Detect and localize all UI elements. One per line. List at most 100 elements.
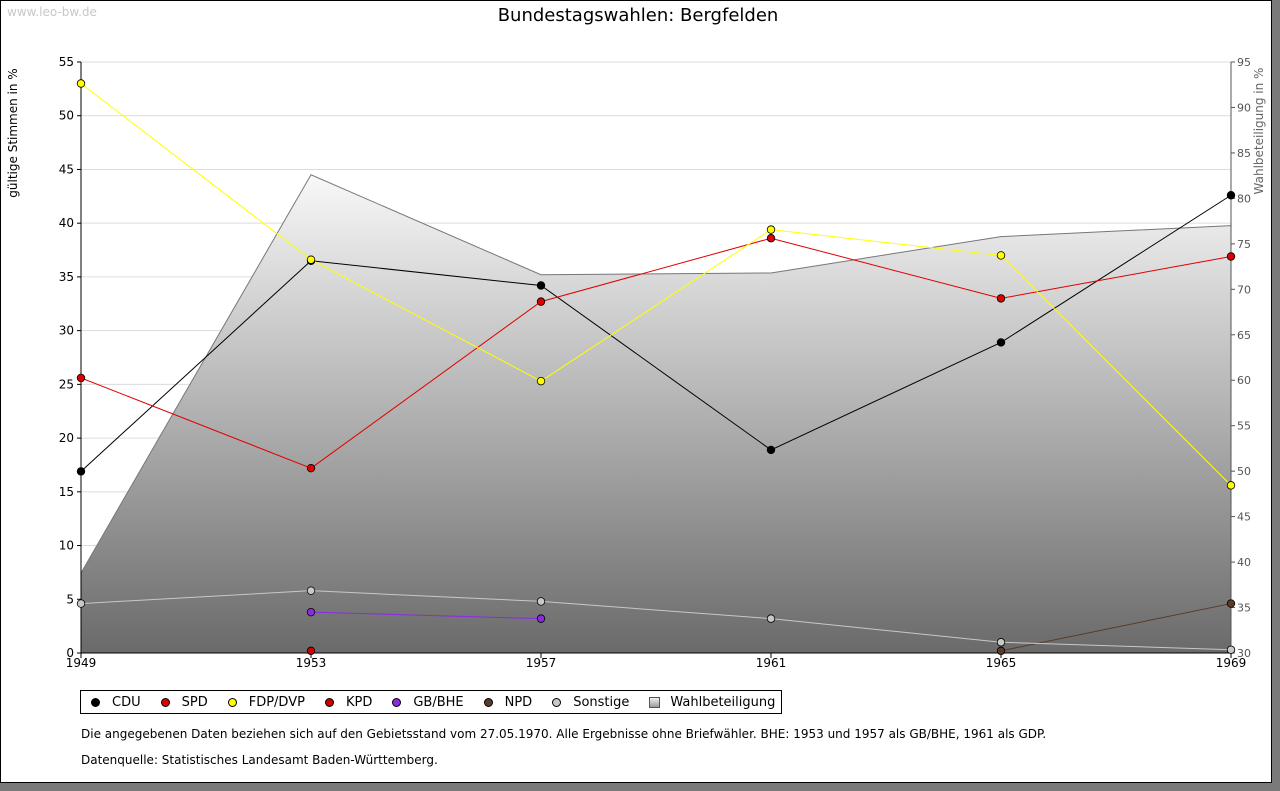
y2-axis-label: Wahlbeteiligung in % bbox=[1252, 68, 1266, 195]
series-line-npd bbox=[1000, 603, 1232, 652]
y-tick-label: 40 bbox=[59, 216, 74, 230]
data-point-sonstige bbox=[1226, 645, 1236, 654]
legend-marker-icon bbox=[483, 697, 493, 707]
data-source-text: Datenquelle: Statistisches Landesamt Bad… bbox=[81, 753, 438, 767]
data-point-cdu bbox=[76, 467, 86, 476]
y-axis-label: gültige Stimmen in % bbox=[6, 68, 20, 197]
data-point-sonstige bbox=[996, 638, 1006, 647]
y2-tick-label: 45 bbox=[1237, 511, 1251, 524]
legend-item-kpd[interactable]: KPD bbox=[319, 695, 372, 710]
y-tick-label: 35 bbox=[59, 270, 74, 284]
legend-area-icon bbox=[649, 696, 661, 708]
y-tick-label: 50 bbox=[59, 109, 74, 123]
turnout-area bbox=[81, 174, 1231, 653]
y2-tick-label: 75 bbox=[1237, 238, 1251, 251]
legend-item-fdp-dvp[interactable]: FDP/DVP bbox=[222, 695, 305, 710]
data-point-fdp-dvp bbox=[306, 255, 316, 264]
x-tick-label: 1957 bbox=[526, 656, 557, 670]
y2-tick-label: 40 bbox=[1237, 556, 1251, 569]
data-point-fdp-dvp bbox=[766, 225, 776, 234]
legend-label: Sonstige bbox=[573, 694, 630, 710]
legend-label: GB/BHE bbox=[413, 694, 464, 710]
series-line-gb-bhe bbox=[310, 611, 542, 620]
legend-item-wahlbeteiligung[interactable]: Wahlbeteiligung bbox=[643, 695, 775, 710]
y2-tick-label: 90 bbox=[1237, 101, 1251, 114]
data-point-fdp-dvp bbox=[1226, 481, 1236, 490]
series-points-layer bbox=[76, 79, 1236, 656]
y-tick-label: 30 bbox=[59, 324, 74, 338]
data-point-spd bbox=[306, 463, 316, 473]
legend-marker-icon bbox=[91, 697, 100, 707]
y2-tick-label: 55 bbox=[1237, 420, 1251, 433]
data-point-fdp-dvp bbox=[536, 376, 546, 386]
turnout-area-layer bbox=[80, 174, 1232, 653]
series-line-cdu bbox=[80, 194, 1232, 472]
data-point-spd bbox=[996, 294, 1006, 303]
data-point-spd bbox=[766, 234, 776, 243]
legend-marker-icon bbox=[324, 697, 334, 707]
series-lines-layer bbox=[80, 83, 1232, 652]
y2-tick-label: 65 bbox=[1237, 329, 1251, 342]
legend-label: SPD bbox=[181, 694, 208, 710]
y2-tick-label: 50 bbox=[1237, 465, 1251, 478]
data-point-kpd bbox=[306, 646, 316, 656]
data-point-sonstige bbox=[306, 586, 316, 595]
y-tick-label: 20 bbox=[59, 431, 74, 445]
data-point-cdu bbox=[536, 281, 546, 290]
x-tick-label: 1969 bbox=[1216, 656, 1247, 670]
y-tick-label: 5 bbox=[66, 592, 74, 606]
data-point-cdu bbox=[1226, 191, 1236, 200]
data-point-cdu bbox=[996, 338, 1006, 347]
y2-tick-label: 85 bbox=[1237, 147, 1251, 160]
footnote-text: Die angegebenen Daten beziehen sich auf … bbox=[81, 727, 1047, 741]
y-tick-label: 25 bbox=[59, 377, 74, 391]
series-line-spd bbox=[80, 237, 1232, 469]
turnout-area-outline bbox=[80, 174, 1232, 574]
legend-marker-icon bbox=[227, 697, 237, 707]
data-point-fdp-dvp bbox=[76, 79, 86, 88]
legend-label: FDP/DVP bbox=[248, 694, 305, 710]
axes-layer: 0 5 10 15 20 25 30 35 40 45 50 55 30 35 40 45 50 55 60 65 70… bbox=[59, 55, 1251, 670]
data-point-fdp-dvp bbox=[996, 251, 1006, 260]
legend-item-spd[interactable]: SPD bbox=[155, 695, 208, 710]
y-tick-label: 55 bbox=[59, 55, 74, 69]
data-point-sonstige bbox=[766, 614, 776, 623]
data-point-gb-bhe bbox=[306, 607, 316, 617]
data-point-spd bbox=[536, 297, 546, 306]
legend-item-sonstige[interactable]: Sonstige bbox=[546, 695, 629, 710]
x-tick-label: 1953 bbox=[296, 656, 327, 670]
legend-label: CDU bbox=[112, 694, 141, 710]
legend-item-cdu[interactable]: CDU bbox=[85, 695, 141, 710]
data-point-spd bbox=[76, 373, 86, 383]
series-line-fdp-dvp bbox=[80, 83, 1232, 486]
legend-item-npd[interactable]: NPD bbox=[478, 695, 532, 710]
y2-tick-label: 35 bbox=[1237, 602, 1251, 615]
y2-tick-label: 95 bbox=[1237, 56, 1251, 69]
y-tick-label: 45 bbox=[59, 162, 74, 176]
data-point-sonstige bbox=[76, 599, 86, 608]
x-tick-label: 1961 bbox=[756, 656, 787, 670]
data-point-npd bbox=[1226, 599, 1236, 608]
data-point-cdu bbox=[766, 445, 776, 455]
legend-label: Wahlbeteiligung bbox=[670, 694, 776, 710]
x-tick-label: 1949 bbox=[66, 656, 97, 670]
y-tick-label: 0 bbox=[66, 646, 74, 660]
chart-title: Bundestagswahlen: Bergfelden bbox=[498, 5, 779, 26]
legend: CDU SPD FDP/DVP KPD GB/BHE NPD Sonstige bbox=[80, 690, 783, 714]
x-tick-label: 1965 bbox=[986, 656, 1017, 670]
watermark: www.leo-bw.de bbox=[7, 5, 97, 19]
legend-marker-icon bbox=[160, 697, 170, 707]
legend-label: KPD bbox=[345, 694, 373, 710]
series-line-sonstige bbox=[80, 590, 1232, 651]
y2-tick-label: 80 bbox=[1237, 192, 1251, 205]
y2-tick-label: 60 bbox=[1237, 374, 1251, 387]
legend-marker-icon bbox=[392, 697, 402, 707]
y-tick-label: 15 bbox=[59, 485, 74, 499]
data-point-spd bbox=[1226, 252, 1236, 261]
y-tick-label: 10 bbox=[59, 539, 74, 553]
legend-item-gb-bhe[interactable]: GB/BHE bbox=[386, 694, 464, 710]
legend-marker-icon bbox=[552, 697, 562, 707]
y2-tick-label: 70 bbox=[1237, 283, 1251, 296]
